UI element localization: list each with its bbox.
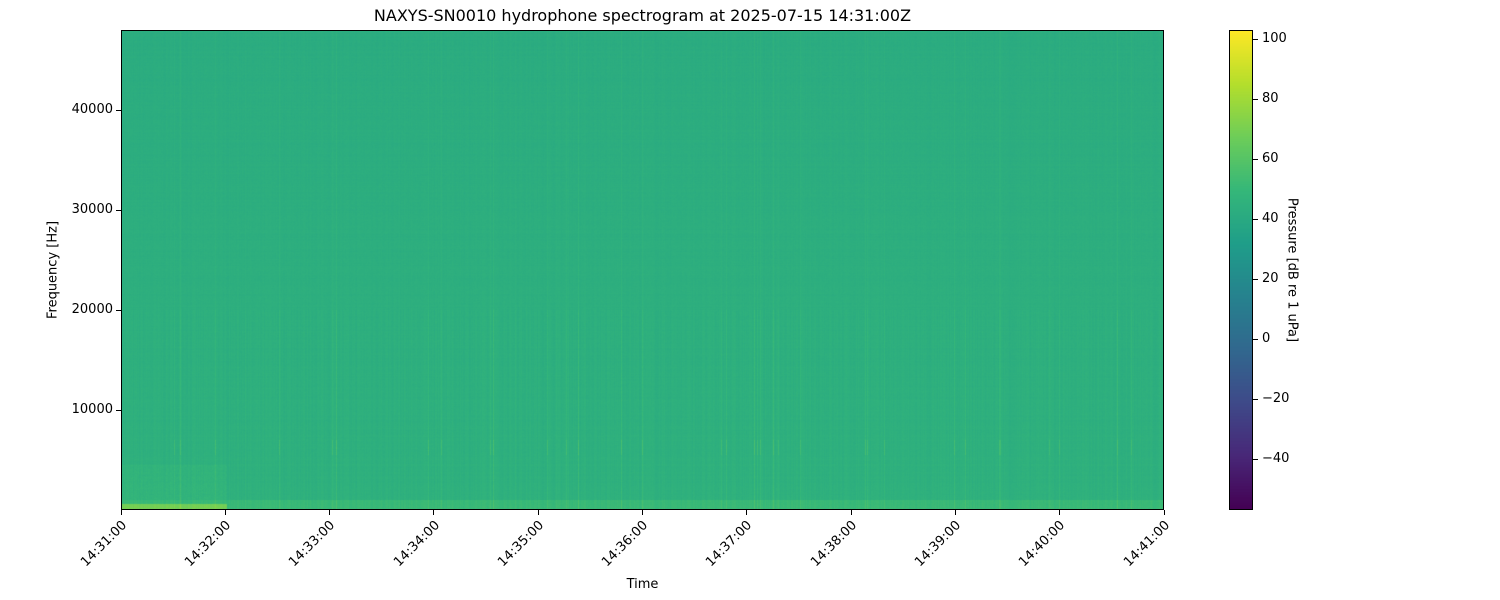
y-tick-mark [116, 309, 121, 311]
colorbar-tick-label: 80 [1262, 91, 1279, 106]
y-tick-label: 30000 [71, 202, 113, 217]
colorbar [1229, 30, 1253, 510]
colorbar-gradient [1230, 31, 1252, 509]
colorbar-tick-mark [1253, 338, 1258, 340]
x-tick-mark [120, 510, 122, 515]
colorbar-tick-mark [1253, 398, 1258, 400]
x-tick-label: 14:31:00 [77, 518, 130, 570]
y-tick-mark [116, 409, 121, 411]
x-tick-label: 14:35:00 [494, 518, 547, 570]
colorbar-tick-label: 100 [1262, 31, 1287, 46]
colorbar-tick-label: 20 [1262, 271, 1279, 286]
spectrogram-heatmap [122, 31, 1163, 509]
colorbar-tick-label: 40 [1262, 211, 1279, 226]
x-tick-label: 14:41:00 [1120, 518, 1173, 570]
x-tick-label: 14:36:00 [599, 518, 652, 570]
colorbar-tick-mark [1253, 278, 1258, 280]
x-tick-mark [954, 510, 956, 515]
colorbar-tick-mark [1253, 158, 1258, 160]
x-tick-mark [850, 510, 852, 515]
x-tick-mark [433, 510, 435, 515]
x-tick-mark [329, 510, 331, 515]
colorbar-tick-mark [1253, 458, 1258, 460]
colorbar-tick-mark [1253, 98, 1258, 100]
y-tick-mark [116, 109, 121, 111]
x-tick-mark [1163, 510, 1165, 515]
colorbar-tick-label: 60 [1262, 151, 1279, 166]
x-tick-label: 14:39:00 [912, 518, 965, 570]
colorbar-tick-label: 0 [1262, 331, 1271, 346]
y-tick-label: 40000 [71, 102, 113, 117]
x-tick-label: 14:34:00 [390, 518, 443, 570]
colorbar-tick-label: −40 [1262, 451, 1290, 466]
colorbar-tick-mark [1253, 38, 1258, 40]
y-tick-mark [116, 209, 121, 211]
y-tick-label: 10000 [71, 402, 113, 417]
x-axis-label: Time [626, 577, 659, 592]
y-tick-label: 20000 [71, 302, 113, 317]
x-tick-label: 14:33:00 [286, 518, 339, 570]
x-tick-label: 14:40:00 [1016, 518, 1069, 570]
colorbar-label: Pressure [dB re 1 uPa] [1284, 197, 1300, 343]
colorbar-tick-label: −20 [1262, 391, 1290, 406]
x-tick-mark [224, 510, 226, 515]
x-tick-mark [537, 510, 539, 515]
x-tick-label: 14:32:00 [182, 518, 234, 570]
x-tick-mark [1059, 510, 1061, 515]
chart-title: NAXYS-SN0010 hydrophone spectrogram at 2… [373, 6, 912, 25]
x-tick-mark [746, 510, 748, 515]
colorbar-tick-mark [1253, 218, 1258, 220]
x-tick-mark [642, 510, 643, 515]
x-tick-label: 14:37:00 [703, 518, 756, 570]
x-tick-label: 14:38:00 [807, 518, 860, 570]
spectrogram-plot-area [121, 30, 1164, 510]
